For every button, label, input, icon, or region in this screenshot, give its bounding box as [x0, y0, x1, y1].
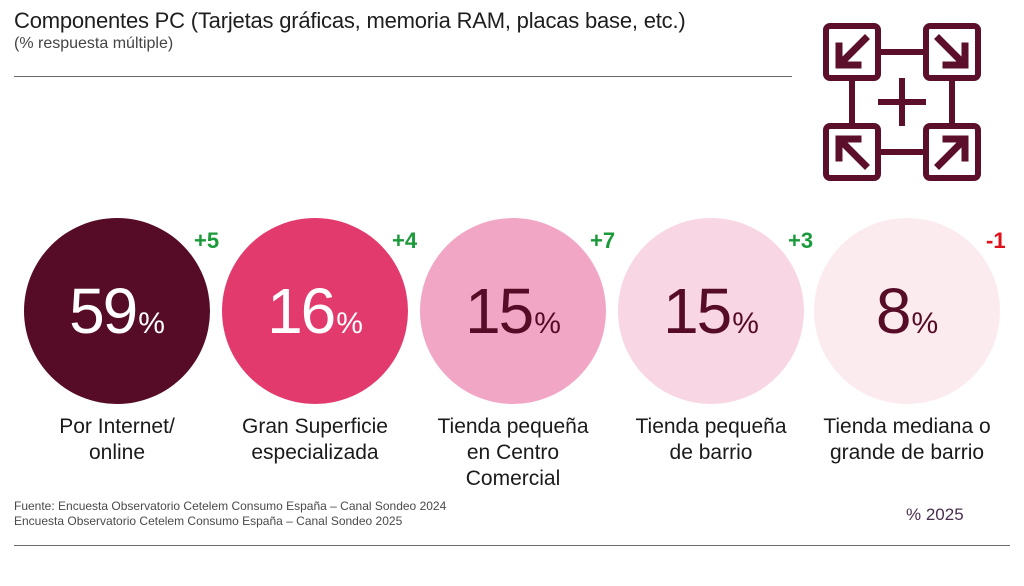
bubble-unit: % — [911, 307, 939, 340]
bubble-change: +5 — [194, 228, 220, 253]
bubble-circle: 15 % — [618, 218, 804, 404]
header-divider — [14, 76, 792, 77]
bubble-change: -1 — [986, 228, 1006, 253]
bubble-circle: 15 % — [420, 218, 606, 404]
year-legend: % 2025 — [906, 505, 964, 524]
footer-divider — [14, 545, 1010, 546]
bubble-circle: 59 % — [24, 218, 210, 404]
bubble-label: Gran Superficie especializada — [242, 415, 388, 464]
bubble-value: 8 — [875, 275, 912, 347]
bubble-value: 59 — [69, 275, 138, 347]
bubble-circle: 8 % — [814, 218, 1000, 404]
chart-area: 59 % +5 Por Internet/ online 16 % +4 Gra… — [0, 214, 1024, 504]
bubble-label: Tienda pequeña en Centro Comercial — [437, 415, 589, 490]
bubble-value: 15 — [465, 275, 534, 347]
bubble-unit: % — [138, 307, 165, 340]
bubble-unit: % — [534, 307, 561, 340]
bubble-unit: % — [336, 307, 363, 340]
bubble-circle: 16 % — [222, 218, 408, 404]
bubble-change: +4 — [392, 228, 418, 253]
bubble-value: 16 — [267, 275, 336, 347]
chart-subtitle: (% respuesta múltiple) — [14, 35, 174, 52]
bubble-value: 15 — [663, 275, 732, 347]
source-note: Fuente: Encuesta Observatorio Cetelem Co… — [14, 499, 447, 528]
bubble-change: +7 — [590, 228, 616, 253]
bubble-label: Tienda pequeña de barrio — [635, 415, 787, 464]
bubble-label: Tienda mediana o grande de barrio — [823, 415, 991, 464]
bubble-unit: % — [732, 307, 759, 340]
bubble-label: Por Internet/ online — [59, 415, 175, 464]
four-arrows-grid-icon — [823, 23, 981, 181]
chart-title: Componentes PC (Tarjetas gráficas, memor… — [14, 8, 686, 33]
bubble-change: +3 — [788, 228, 814, 253]
